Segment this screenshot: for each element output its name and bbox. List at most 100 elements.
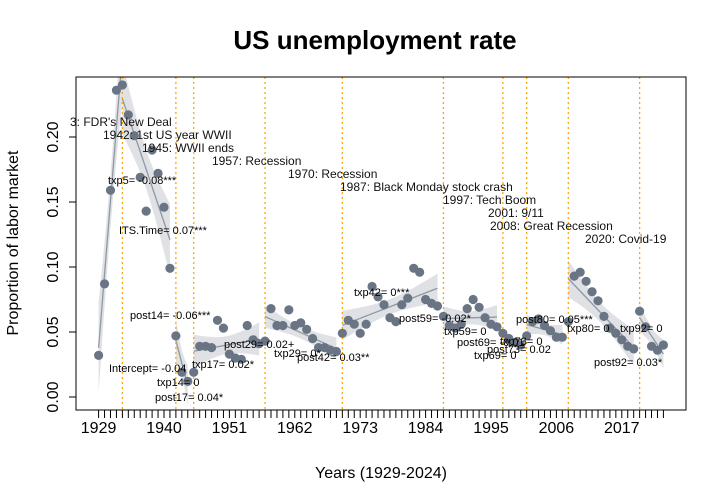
data-point <box>296 318 306 328</box>
data-point <box>533 314 544 324</box>
data-point <box>587 287 597 297</box>
data-point <box>415 267 425 277</box>
coef-label: txp69= 0 <box>474 350 517 362</box>
event-annotation: 3: FDR's New Deal <box>70 115 172 129</box>
x-tick-label: 1962 <box>277 420 313 437</box>
data-point <box>379 300 389 310</box>
data-point <box>593 296 603 306</box>
data-point <box>218 323 229 333</box>
coef-label: txp29= 0* <box>274 348 322 360</box>
data-point <box>617 335 627 345</box>
data-point <box>99 279 110 289</box>
data-point <box>391 317 401 327</box>
event-annotation: 1945: WWII ends <box>142 141 234 155</box>
y-tick-label: 0.20 <box>45 121 62 152</box>
data-point <box>278 320 288 331</box>
data-point <box>147 145 157 155</box>
ci-ribbon <box>122 77 170 276</box>
coef-label: txp42= 0*** <box>354 287 410 299</box>
data-point <box>135 172 145 182</box>
data-point <box>206 343 217 353</box>
data-point <box>93 350 104 360</box>
data-point <box>117 80 127 90</box>
event-annotation: 1942: 1st US year WWII <box>103 128 232 142</box>
event-annotation: 2008: Great Recession <box>490 219 613 233</box>
data-point <box>189 367 199 377</box>
coef-label: post59= -0.02* <box>399 313 472 325</box>
data-point <box>563 317 573 327</box>
data-point <box>141 206 151 216</box>
data-point <box>498 328 508 338</box>
data-point <box>236 354 246 364</box>
data-point <box>432 301 443 311</box>
coef-label: post14= -0.06*** <box>130 310 211 322</box>
y-tick-label: 0.00 <box>45 381 62 412</box>
data-point <box>635 306 645 316</box>
data-point <box>337 328 347 338</box>
coef-label: txp73= 0 <box>500 336 543 348</box>
data-point <box>123 110 133 120</box>
event-annotation: 1970: Recession <box>288 167 377 181</box>
data-point <box>581 276 591 286</box>
x-tick-label: 2017 <box>604 420 640 437</box>
event-annotation: 1987: Black Monday stock crash <box>340 180 513 194</box>
y-axis-title: Proportion of labor market <box>5 150 22 336</box>
data-point <box>308 333 318 344</box>
data-point <box>153 168 163 178</box>
data-point <box>468 294 478 305</box>
fit-line <box>342 287 438 326</box>
x-axis-title: Years (1929-2024) <box>315 465 447 482</box>
x-tick-label: 1984 <box>408 420 444 437</box>
ci-ribbon <box>98 77 123 394</box>
data-point <box>212 315 223 325</box>
x-tick-label: 1940 <box>146 420 182 437</box>
x-tick-label: 1973 <box>342 420 378 437</box>
coef-label: post17= 0.04* <box>155 392 224 404</box>
data-point <box>177 367 187 377</box>
data-point <box>611 328 621 338</box>
data-point <box>539 320 550 331</box>
coef-label: txp5= -0.08*** <box>108 175 177 187</box>
coef-label: post42= 0.03** <box>297 352 370 364</box>
data-point <box>302 324 312 334</box>
data-point <box>159 202 169 212</box>
event-annotation: 1997: Tech Boom <box>443 193 536 207</box>
data-point <box>355 328 365 338</box>
data-point <box>165 263 175 273</box>
coef-label: txp92= 0 <box>620 323 663 335</box>
data-point <box>403 293 413 303</box>
coef-label: post73= 0.02 <box>487 344 551 356</box>
coef-label: post69= -0.01 <box>457 337 525 349</box>
data-point <box>367 281 377 292</box>
data-point <box>557 332 567 342</box>
fit-line <box>97 77 122 348</box>
data-point <box>111 85 122 95</box>
coef-label: Intercept= -0.04 <box>109 363 186 375</box>
event-annotation: 1957: Recession <box>212 154 301 168</box>
data-point <box>658 340 669 350</box>
y-tick-label: 0.15 <box>45 186 62 217</box>
plot-border <box>75 76 687 411</box>
data-point <box>284 305 294 315</box>
chart-title: US unemployment rate <box>233 25 516 55</box>
data-point <box>492 322 502 332</box>
coef-label: ITS.Time= 0.07*** <box>119 225 208 237</box>
coef-label: txp80= 0 <box>567 323 610 335</box>
fit-line <box>121 98 171 240</box>
x-tick-label: 1951 <box>212 420 248 437</box>
coef-label: txp14= 0 <box>157 377 200 389</box>
coef-label: post29= 0.02+ <box>224 339 294 351</box>
x-tick-label: 1929 <box>81 420 117 437</box>
coef-label: post92= 0.03* <box>594 357 663 369</box>
data-point <box>260 336 270 346</box>
data-point <box>361 319 371 329</box>
data-point <box>516 340 526 350</box>
data-point <box>652 345 663 355</box>
x-tick-label: 1995 <box>473 420 509 437</box>
coef-label: txp17= 0.02* <box>192 359 255 371</box>
data-point <box>545 326 556 336</box>
plot-area: 1929 1940 1951 1962 1973 1984 1995 2006 2017 0.00… <box>45 76 687 437</box>
data-point <box>129 131 139 141</box>
